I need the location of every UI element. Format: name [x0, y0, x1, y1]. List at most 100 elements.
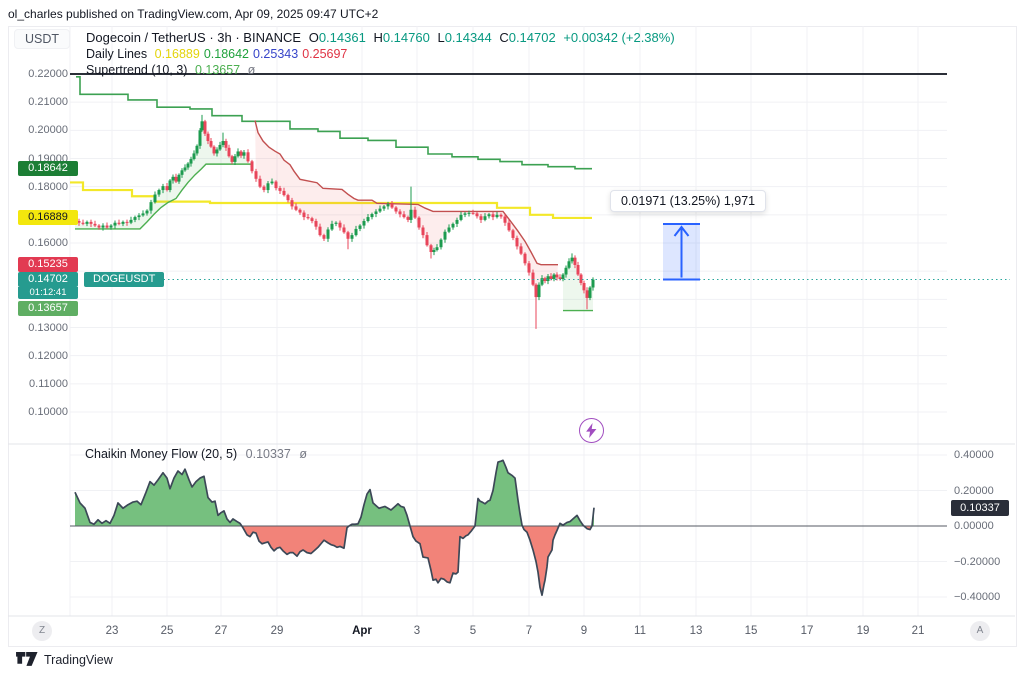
candle-body — [215, 149, 219, 154]
supertrend-source-icon: ø — [247, 63, 256, 77]
supertrend-line-up — [75, 163, 252, 230]
candle-body — [177, 174, 181, 182]
candle-body — [171, 176, 175, 181]
price-tick: 0.16000 — [28, 237, 68, 249]
candle-body — [483, 216, 487, 220]
symbol-title[interactable]: Dogecoin / TetherUS · 3h · BINANCE — [86, 30, 302, 45]
legend-daily-lines-row[interactable]: Daily Lines 0.16889 0.18642 0.25343 0.25697 — [86, 46, 679, 62]
time-axis-edge-button[interactable]: Z — [32, 621, 52, 641]
cmf-line — [74, 459, 595, 597]
cmf-title: Chaikin Money Flow (20, 5) — [85, 447, 238, 461]
supertrend-fill-up — [75, 121, 252, 229]
candle-body — [491, 214, 495, 218]
time-label: 9 — [580, 625, 588, 637]
price-tick: 0.12000 — [28, 349, 68, 362]
candle-body — [258, 178, 262, 187]
candle-body — [386, 204, 390, 207]
candle-body — [209, 141, 213, 147]
candle-body — [221, 141, 225, 145]
daily-line-value: 0.25697 — [302, 47, 348, 61]
candle-body — [421, 227, 425, 236]
candle-body — [85, 221, 89, 224]
ohlc-open-label: O — [308, 30, 319, 45]
candle-body — [417, 217, 421, 228]
price-badge: 0.15235 — [18, 257, 78, 273]
candle-body — [109, 225, 113, 228]
candle-body — [239, 151, 243, 156]
cmf-legend[interactable]: Chaikin Money Flow (20, 5) 0.10337 ø — [85, 447, 312, 461]
candle-body — [573, 257, 577, 265]
price-badge: 0.18642 — [18, 161, 78, 177]
candle-body — [254, 171, 258, 179]
candle-body — [290, 200, 294, 207]
time-label: 13 — [689, 625, 703, 637]
candle-body — [141, 213, 145, 216]
candle-body — [302, 212, 306, 218]
candle-body — [429, 245, 433, 253]
time-label: 3 — [413, 625, 421, 637]
time-label: Apr — [352, 625, 372, 637]
price-badge: 0.14702 — [18, 272, 78, 288]
candle-body — [206, 133, 210, 142]
footer-logo[interactable]: TradingView — [16, 652, 113, 668]
daily-line-value: 0.16889 — [154, 47, 200, 61]
candle-body — [113, 222, 117, 226]
measure-arrow-head — [673, 225, 690, 237]
legend-symbol-row[interactable]: Dogecoin / TetherUS · 3h · BINANCE O0.14… — [86, 30, 679, 46]
candle-body — [362, 221, 366, 226]
candle-body — [370, 213, 374, 218]
candle-body — [503, 216, 507, 223]
time-label: 19 — [856, 625, 870, 637]
candle-body — [133, 217, 137, 220]
candle-body — [236, 151, 240, 157]
candle-body — [195, 145, 199, 154]
daily-lines-label: Daily Lines — [86, 47, 148, 61]
attribution-link[interactable]: ol_charles published on TradingView.com,… — [8, 7, 379, 21]
candle-body — [270, 181, 274, 184]
candle-body — [342, 227, 346, 233]
candle-body — [322, 235, 326, 239]
candle-body — [409, 209, 413, 220]
candle-body — [97, 225, 101, 228]
cmf-tick: −0.20000 — [954, 555, 1001, 568]
candle-body — [105, 225, 109, 228]
price-tick: 0.20000 — [28, 124, 68, 137]
candle-body — [467, 212, 471, 214]
candle-body — [274, 181, 278, 189]
candle-body — [519, 246, 523, 254]
candle-body — [334, 222, 338, 224]
candle-body — [463, 213, 467, 215]
ohlc-open-value: 0.14361 — [318, 30, 366, 45]
candle-body — [390, 204, 394, 208]
candle-body — [435, 247, 439, 251]
legend-supertrend-row[interactable]: Supertrend (10, 3) 0.13657 ø — [86, 62, 679, 78]
candle-body — [561, 274, 565, 280]
ohlc-low-label: L — [437, 30, 445, 45]
price-axis-currency[interactable]: USDT — [14, 29, 71, 49]
time-label: 17 — [800, 625, 814, 637]
candle-body — [537, 284, 541, 298]
time-axis-edge-button[interactable]: A — [970, 621, 990, 641]
candle-body — [443, 231, 447, 240]
candle-body — [487, 214, 491, 217]
quick-action-button[interactable] — [579, 418, 604, 443]
supertrend-fill-down — [255, 120, 558, 298]
candle-body — [406, 217, 410, 220]
candle-body — [230, 156, 234, 162]
candle-body — [121, 221, 125, 224]
candle-body — [117, 222, 121, 224]
supertrend-label: Supertrend (10, 3) — [86, 63, 188, 77]
candle-body — [246, 152, 250, 162]
candle-body — [89, 221, 93, 224]
candle-body — [534, 284, 538, 298]
candle-body — [81, 222, 85, 224]
candle-body — [278, 188, 282, 191]
candle-body — [282, 190, 286, 196]
candle-body — [455, 219, 459, 224]
candle-body — [378, 208, 382, 212]
candle-body — [394, 207, 398, 212]
ohlc-high-value: 0.14760 — [382, 30, 430, 45]
candle-body — [174, 176, 178, 182]
